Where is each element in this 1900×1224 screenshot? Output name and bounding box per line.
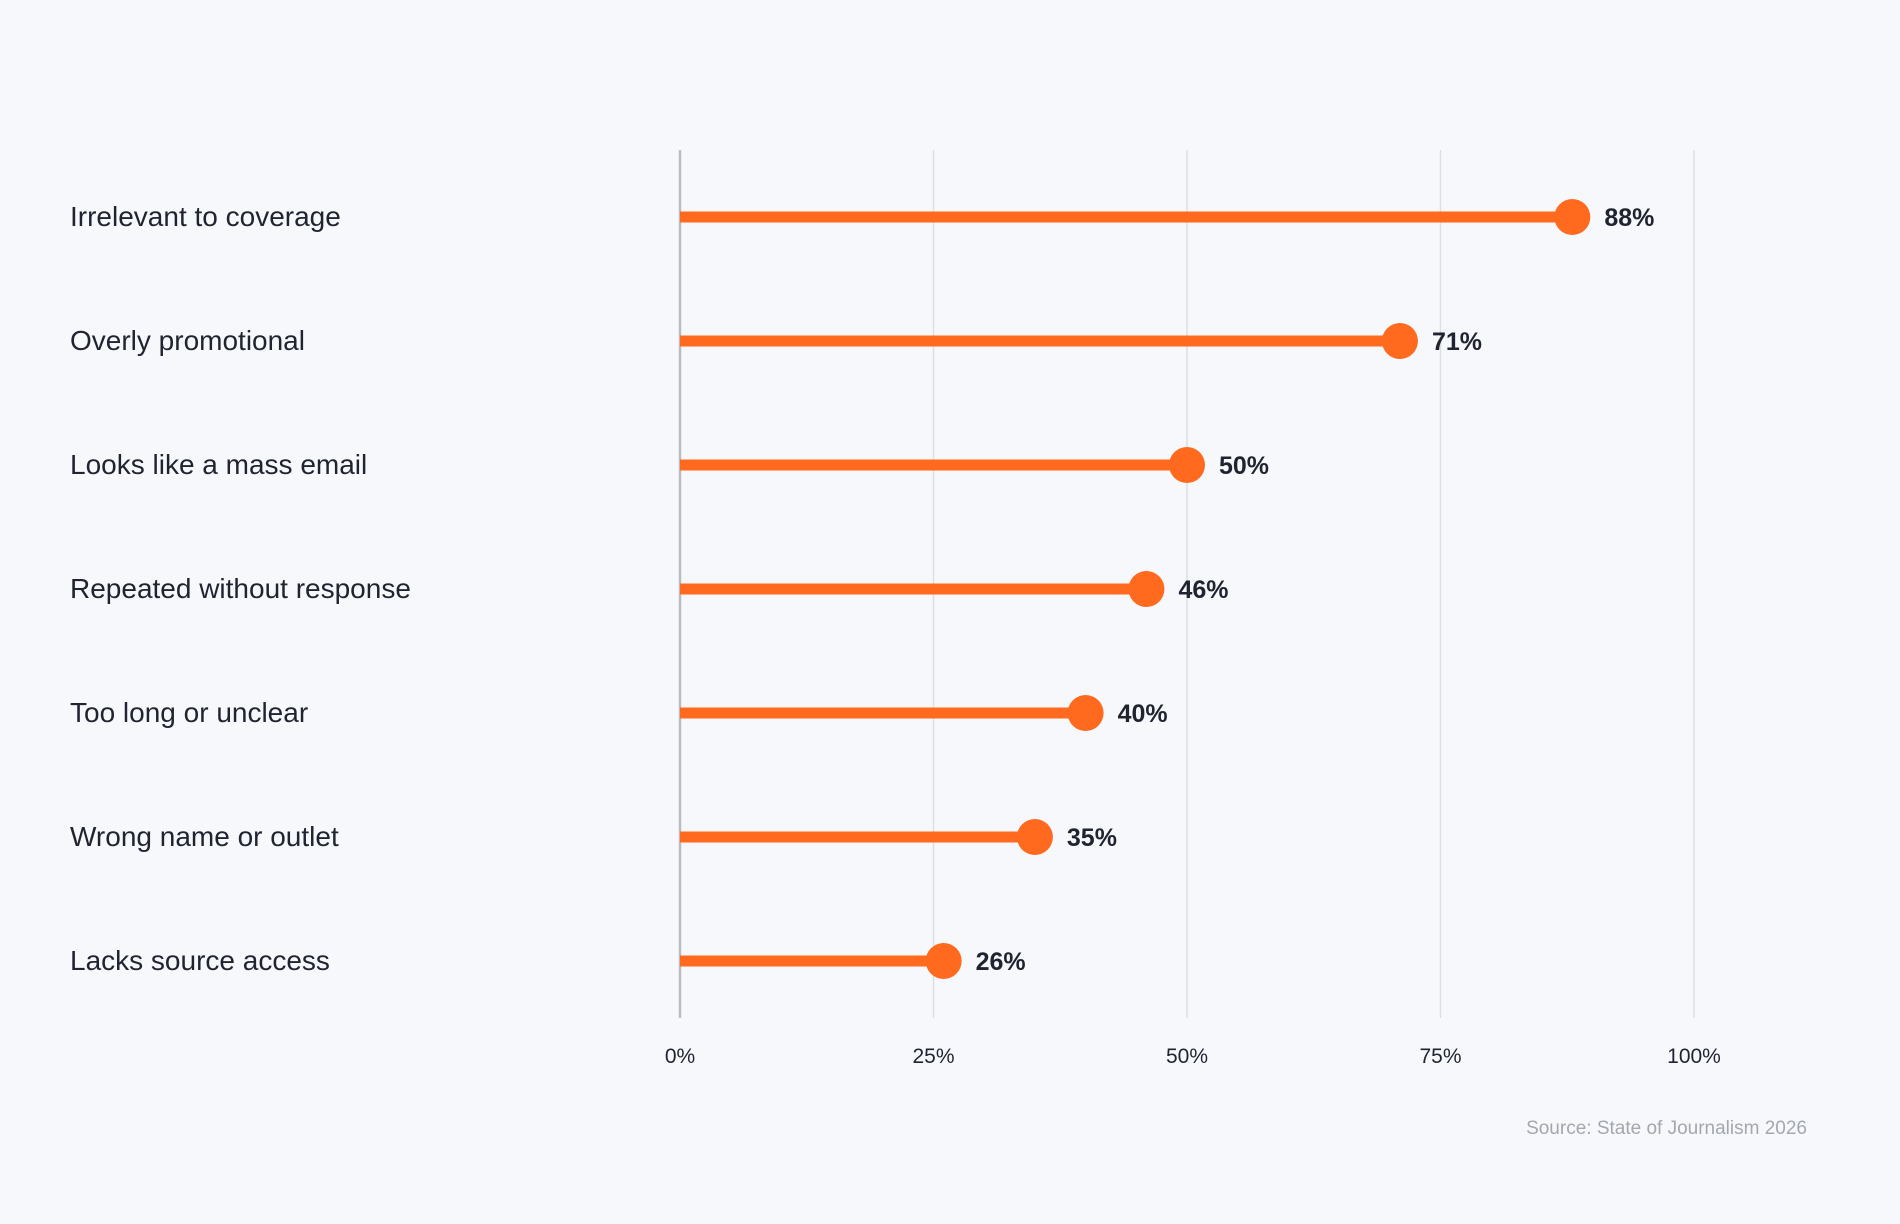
x-tick-label: 100%	[1667, 1045, 1721, 1068]
value-label: 26%	[976, 948, 1026, 976]
category-labels: Irrelevant to coverage Overly promotional…	[70, 201, 411, 976]
data-marks: 88% 71% 50% 46% 40% 35% 26%	[680, 199, 1654, 979]
category-label: Repeated without response	[70, 573, 411, 604]
category-label: Wrong name or outlet	[70, 821, 339, 852]
value-label: 88%	[1604, 204, 1654, 232]
category-label: Overly promotional	[70, 325, 305, 356]
x-tick-label: 0%	[665, 1045, 695, 1068]
x-axis: 0% 25% 50% 75% 100%	[665, 150, 1721, 1068]
lollipop-dot	[1381, 323, 1418, 359]
category-label: Too long or unclear	[70, 697, 308, 728]
lollipop-dot	[925, 943, 962, 979]
category-label: Irrelevant to coverage	[70, 201, 341, 232]
value-label: 35%	[1067, 824, 1117, 852]
category-label: Lacks source access	[70, 945, 330, 976]
lollipop-dot	[1016, 819, 1053, 855]
value-label: 50%	[1219, 452, 1269, 480]
category-label: Looks like a mass email	[70, 449, 367, 480]
value-label: 46%	[1178, 576, 1228, 604]
lollipop-dot	[1128, 571, 1165, 607]
source-note: Source: State of Journalism 2026	[1526, 1118, 1807, 1139]
value-label: 71%	[1432, 328, 1482, 356]
x-tick-label: 50%	[1166, 1045, 1208, 1068]
lollipop-dot	[1067, 695, 1104, 731]
x-tick-label: 75%	[1419, 1045, 1461, 1068]
x-tick-label: 25%	[912, 1045, 954, 1068]
value-label: 40%	[1118, 700, 1168, 728]
lollipop-dot	[1169, 447, 1205, 483]
lollipop-dot	[1554, 199, 1591, 235]
